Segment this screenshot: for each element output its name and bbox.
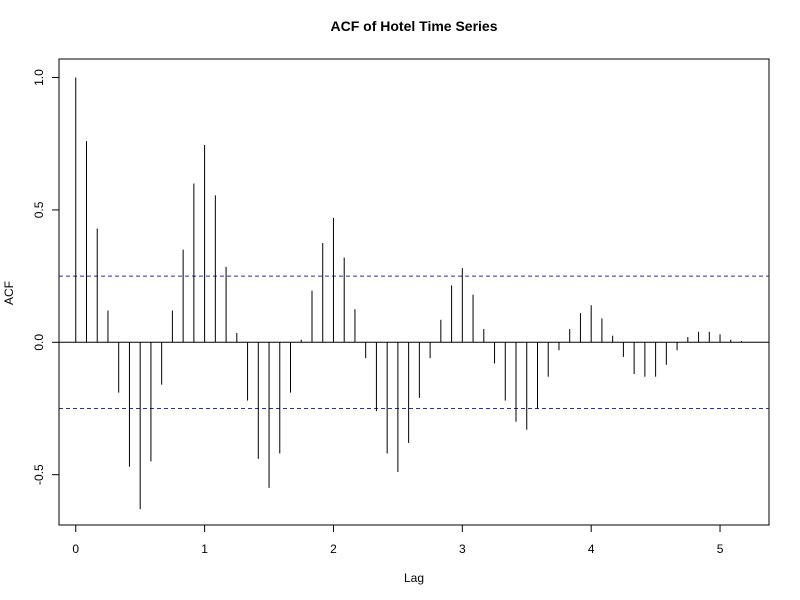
confidence-bounds-group <box>59 275 769 409</box>
y-axis: -0.5 0.0 0.5 1.0 <box>32 69 60 485</box>
x-axis-label: Lag <box>404 571 424 585</box>
x-tick-label: 3 <box>459 542 466 556</box>
x-tick-label: 5 <box>717 542 724 556</box>
x-tick-label: 4 <box>588 542 595 556</box>
y-tick-label: 0.0 <box>32 334 46 351</box>
y-axis-label: ACF <box>2 281 16 305</box>
acf-bars-group <box>75 77 743 510</box>
x-tick-label: 1 <box>201 542 208 556</box>
plot-frame <box>58 58 770 526</box>
y-tick-label: -0.5 <box>32 464 46 485</box>
x-axis: 0 1 2 3 4 5 <box>72 524 724 556</box>
x-tick-label: 2 <box>330 542 337 556</box>
y-tick-label: 0.5 <box>32 201 46 218</box>
x-tick-label: 0 <box>72 542 79 556</box>
y-tick-label: 1.0 <box>32 69 46 86</box>
chart-title: ACF of Hotel Time Series <box>330 18 497 34</box>
